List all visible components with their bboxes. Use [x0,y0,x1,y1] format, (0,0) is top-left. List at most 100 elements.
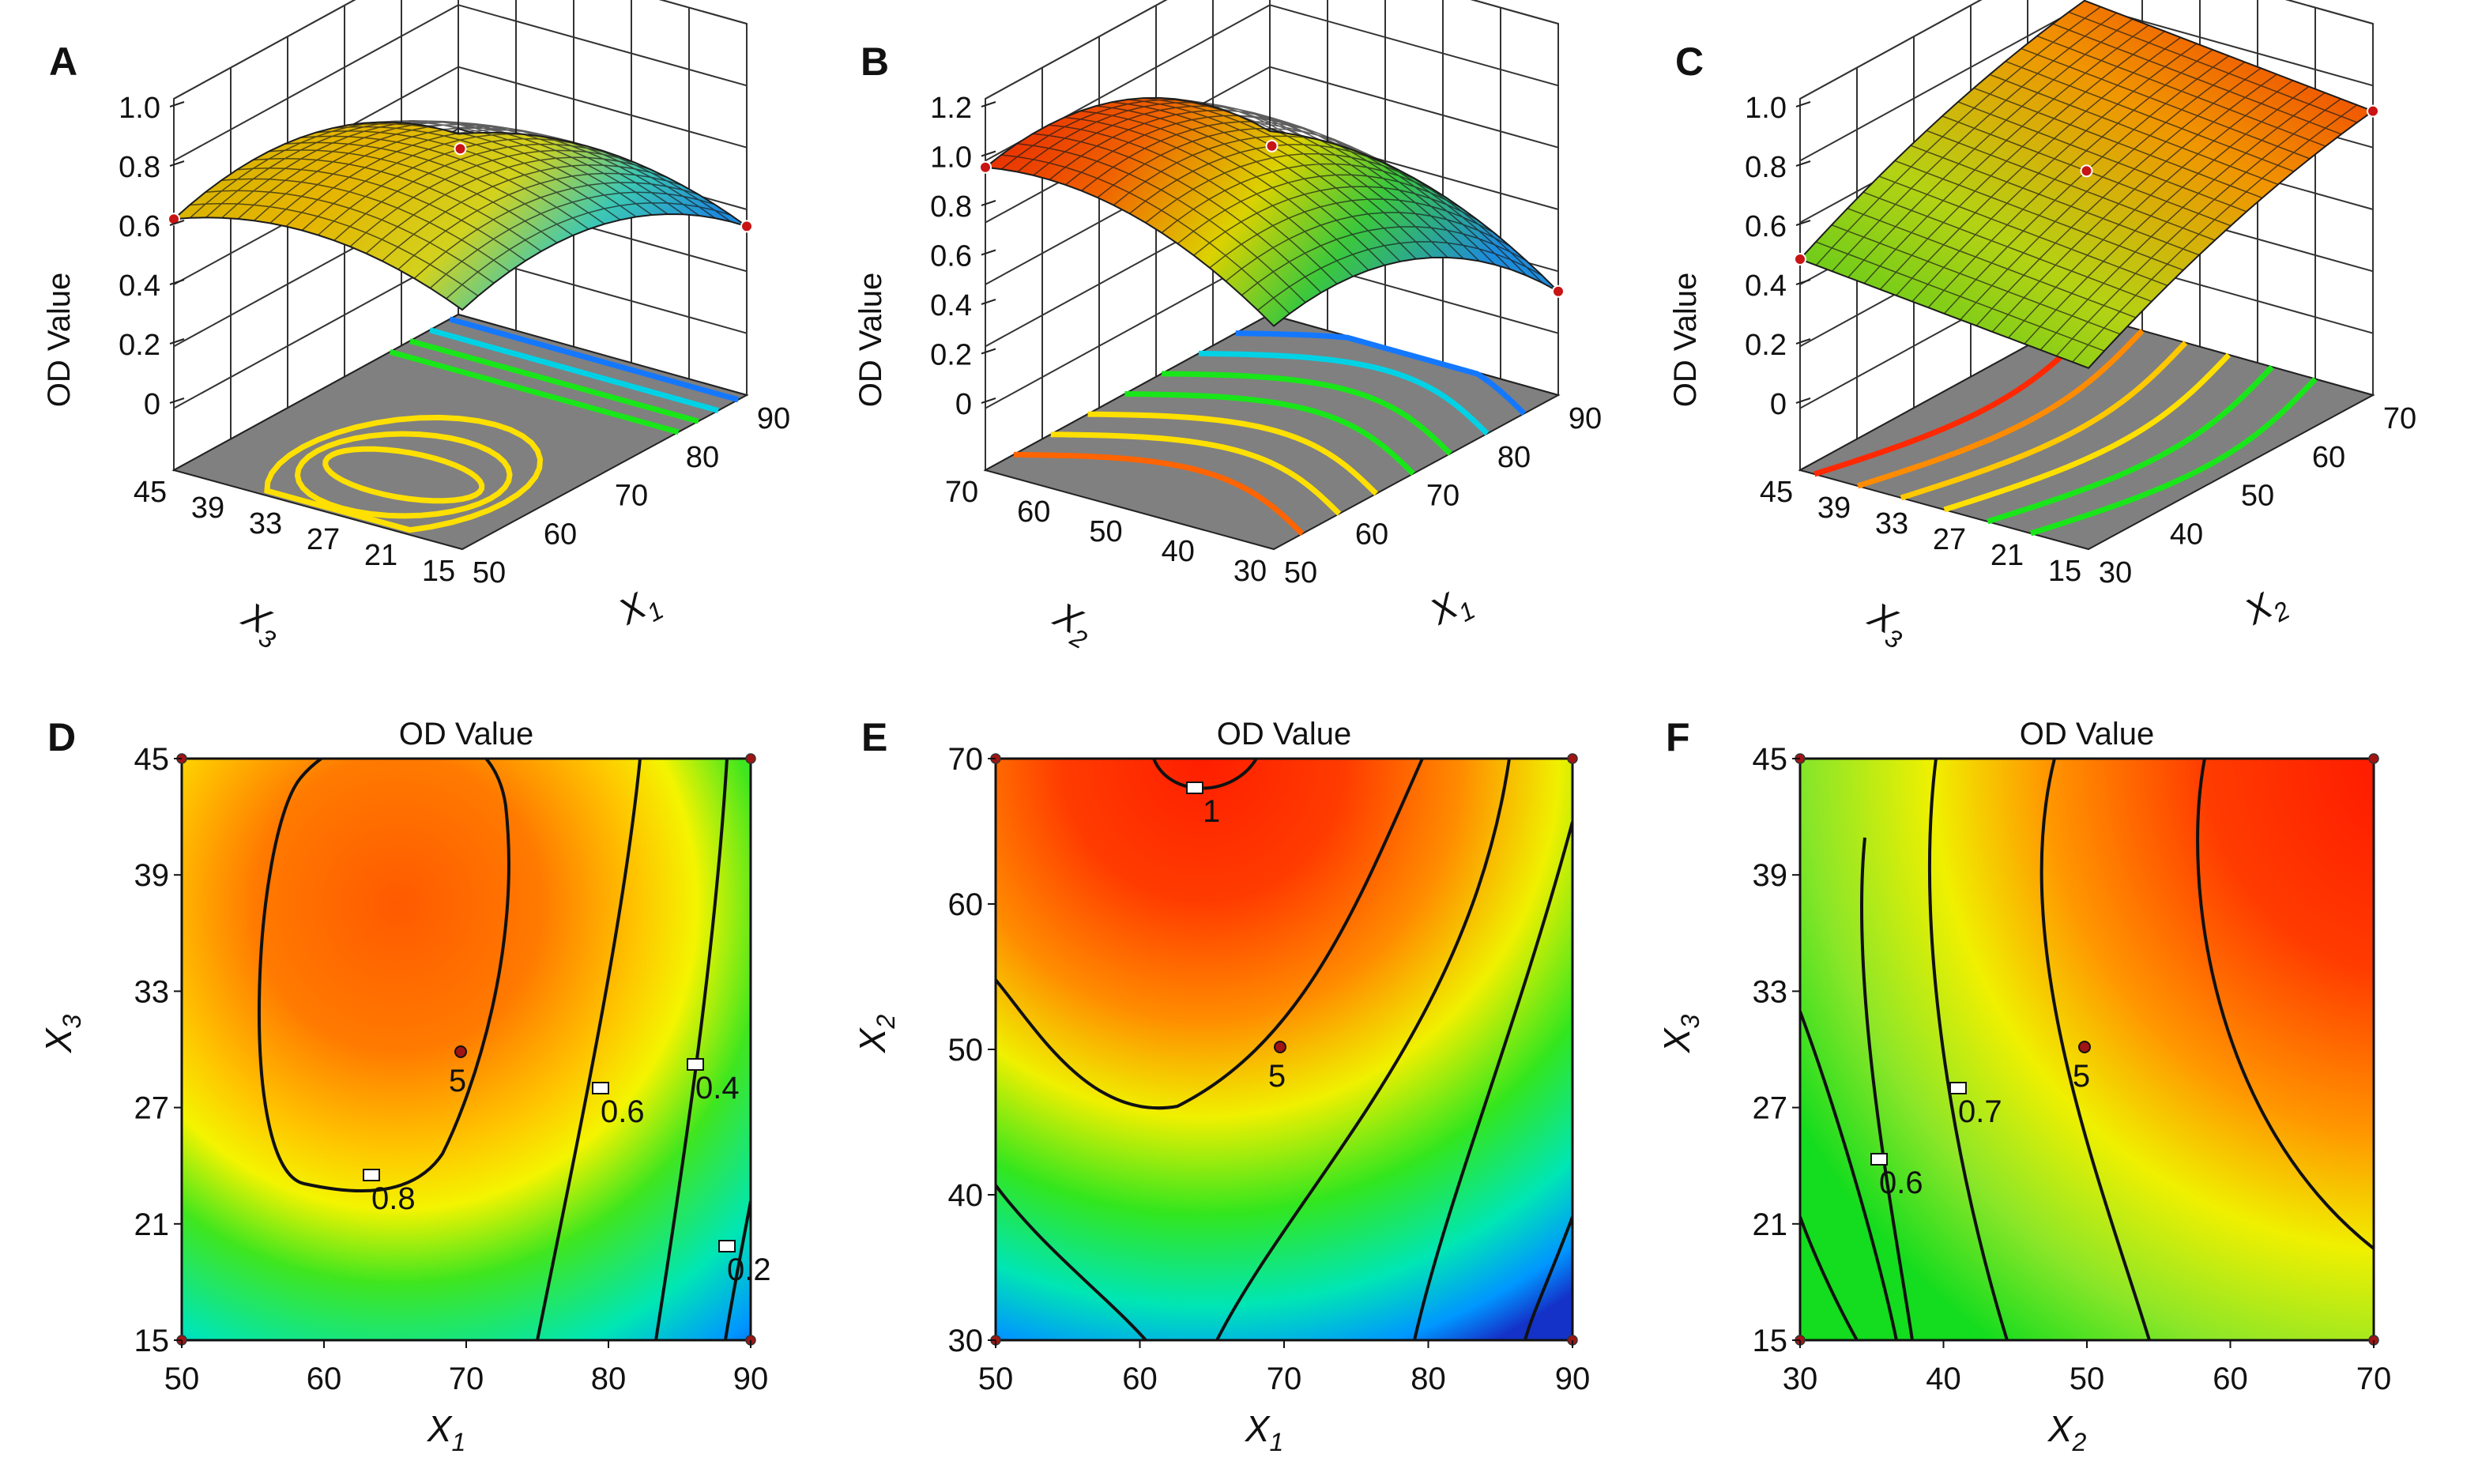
contour-line [1215,759,1511,1340]
right-axis-tick-label: 80 [686,441,719,474]
panel-label: D [47,715,76,759]
design-point [454,142,467,156]
left-axis-tick-label: 70 [945,476,978,509]
y-tick-label: 15 [134,1324,170,1358]
z-tick [981,299,996,305]
panel-label: C [1675,40,1704,84]
z-tick-label: 0.6 [119,210,160,243]
right-axis-tick-label: 60 [2312,441,2345,474]
design-corner-point [2368,753,2379,764]
right-axis-tick-label: 70 [615,480,648,513]
y-tick-label: 30 [948,1324,984,1358]
surface-panel-a: 1.0 0.8 0.6 0.4 0.2 0 OD Value A 45 39 33 27 21 15 50 6… [42,0,790,654]
right-axis-tick-label: 50 [473,556,506,589]
right-axis-tick-label: 60 [544,518,577,551]
z-tick-label: 0.8 [930,190,972,224]
contour-lines [1800,759,2374,1340]
left-axis-tick-label: 30 [1233,555,1267,588]
right-axis-tick-label: 50 [1284,556,1317,589]
floor-contour [1987,364,2274,525]
y-tick-label: 60 [948,887,984,922]
contour-line [1413,821,1572,1340]
z-tick [169,220,185,226]
x-tick-label: 70 [449,1362,484,1396]
x-tick-label: 60 [1122,1362,1158,1396]
contour-title: OD Value [1217,717,1351,751]
contour-line [536,759,642,1340]
contour-line [1928,759,2009,1340]
right-axis-tick-label: 60 [1355,518,1388,551]
z-tick-label: 0.2 [1745,329,1787,362]
y-axis-label-text: X3 [1656,1015,1704,1054]
x-tick-label: 60 [307,1362,342,1396]
floor-plane [171,313,749,551]
contour-label-marker [592,1082,609,1094]
contour-lines [996,759,1572,1340]
floor-contour [1943,352,2232,513]
wall-gridline [985,0,1559,100]
panel-label: E [861,715,887,759]
z-tick [981,397,996,404]
right-axis-tick-label: 50 [2241,480,2274,513]
contour-label-marker [718,1240,736,1252]
contour-line [654,759,729,1340]
contour-line [996,1184,1147,1340]
floor-contour [409,338,699,424]
z-tick [981,101,996,107]
z-tick-label: 1.0 [1745,92,1787,125]
left-axis-tick-label: 45 [1760,476,1793,509]
floor-contour [2029,377,2318,537]
contour-line [257,759,510,1193]
x-tick-label: 80 [591,1362,627,1396]
right-axis-tick-label: 40 [2170,518,2203,551]
surface-mesh [985,97,1559,327]
z-axis-label: OD Value [1668,273,1703,407]
floor-contour [1198,350,1490,436]
x-axis-label-text: X1 [1245,1408,1283,1456]
floor-contour [1087,411,1379,496]
contour-label-marker [1870,1153,1888,1166]
contour-panel-f: 0.7 0.6 5 OD Value F 30 40 50 60 70 45 39 33 27 21 15 X2… [1656,715,2391,1456]
floor-contour [264,414,544,533]
x-tick-label: 50 [164,1362,200,1396]
floor-b [983,313,1561,551]
surface-a [168,120,753,311]
right-axis-label: X1 [611,584,668,633]
right-axis-tick-label: 90 [757,402,790,435]
left-axis-tick-label: 39 [191,492,224,525]
surface-panel-b: 1.2 1.0 0.8 0.6 0.4 0.2 0 OD Value B 70 60 50 40 30 50… [853,0,1602,654]
y-tick-label: 45 [134,742,170,777]
right-axis-tick-label: 70 [1426,480,1459,513]
y-tick-label: 70 [948,742,984,777]
floor-contour [1235,330,1527,416]
contour-level-label: 0.6 [1879,1166,1923,1200]
contour-line [1800,1216,1859,1340]
y-tick-label: 33 [134,974,170,1009]
z-tick-label: 0 [955,388,972,421]
x-tick-label: 80 [1410,1362,1446,1396]
x-tick-label: 90 [1555,1362,1591,1396]
floor-contour [294,431,513,519]
contour-panel-d: 0.8 0.6 0.4 0.2 5 OD Value D 50 60 70 80 90 45 39 33 27… [38,715,771,1456]
x-tick-label: 50 [978,1362,1014,1396]
contour-line [724,1200,751,1340]
z-tick-label: 1.0 [930,141,972,175]
x-tick-label: 30 [1783,1362,1818,1396]
left-axis-tick-label: 40 [1162,535,1195,568]
center-point-count: 5 [1268,1059,1286,1094]
contour-line [1860,837,1914,1340]
wall-gridline [1799,0,2374,100]
floor-contour [1050,431,1342,516]
contour-title: OD Value [399,717,533,751]
y-tick-label: 40 [948,1178,984,1213]
floor-contour [1013,451,1305,536]
left-axis-tick-label: 39 [1817,492,1851,525]
center-point [454,1045,467,1058]
design-point [740,220,753,233]
x-axis-label-text: X2 [2047,1408,2087,1456]
floor-a [171,313,749,551]
z-tick-label: 0.6 [930,240,972,273]
z-tick [169,338,185,345]
left-axis-tick-label: 33 [249,507,282,540]
